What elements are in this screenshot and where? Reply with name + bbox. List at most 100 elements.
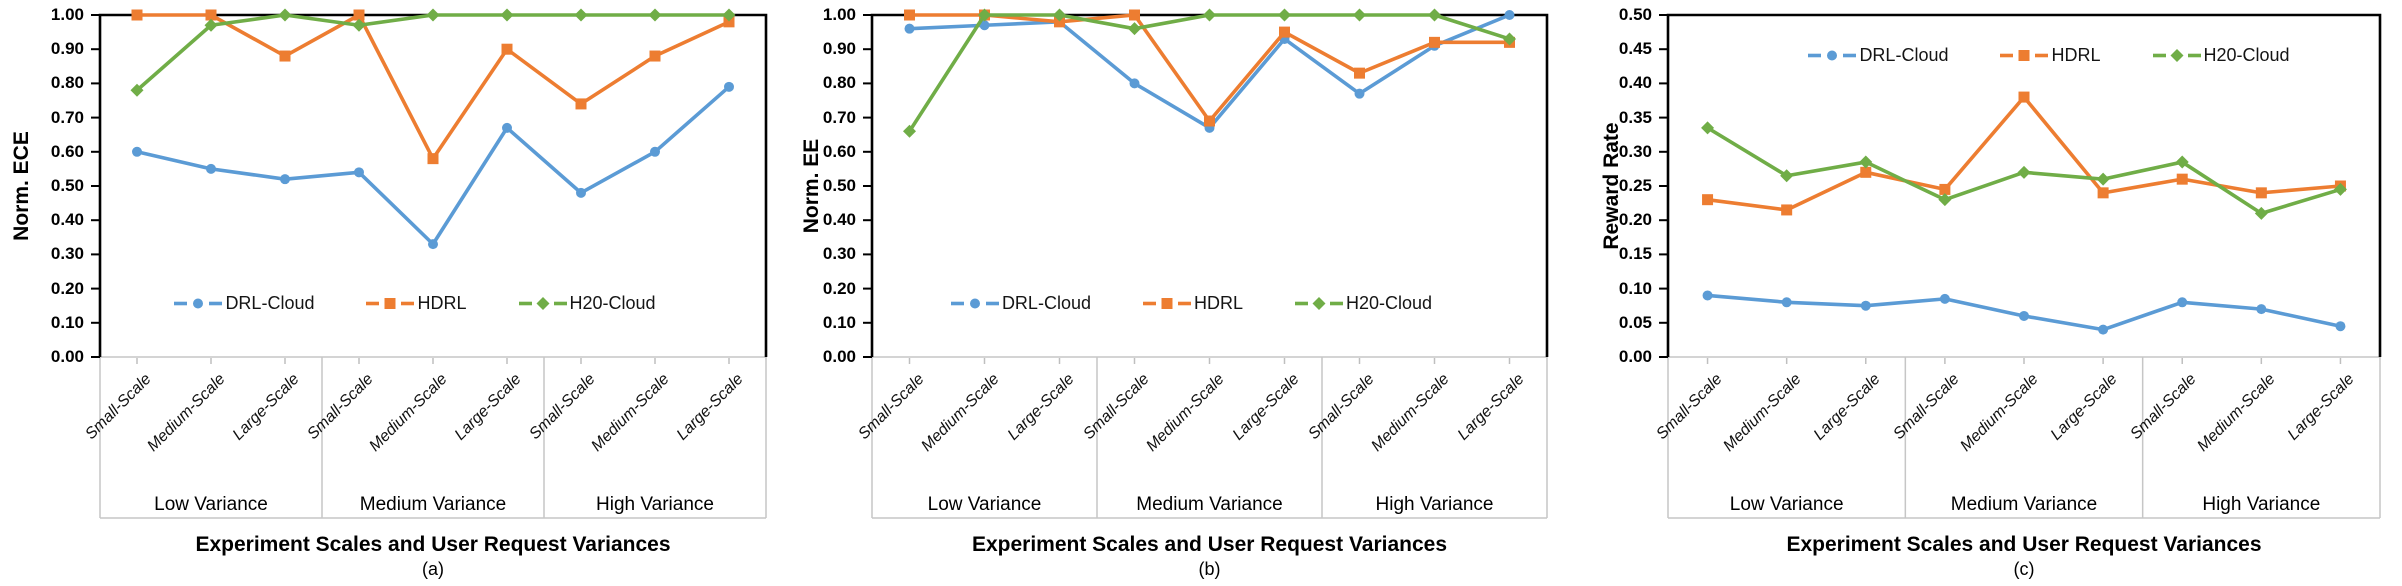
marker-H20-Cloud (278, 8, 292, 22)
plot-area-a (91, 8, 768, 519)
marker-DRL-Cloud (1939, 293, 1950, 304)
marker-HDRL (2255, 187, 2267, 199)
series-line-DRL-Cloud (907, 13, 1512, 130)
marker-H20-Cloud (2333, 182, 2347, 196)
legend-item-H20-Cloud: H20-Cloud (1295, 293, 1432, 314)
marker-HDRL (1702, 194, 1714, 206)
y-axis-title: Norm. EE (800, 138, 823, 234)
marker-H20-Cloud (574, 8, 588, 22)
variance-group-label: Low Variance (154, 494, 268, 515)
marker-DRL-Cloud (904, 23, 915, 34)
legend-label-H20-Cloud: H20-Cloud (1346, 293, 1433, 313)
y-tick-label: 0.20 (1618, 210, 1652, 230)
marker-H20-Cloud (1701, 121, 1715, 135)
marker-HDRL (1054, 16, 1065, 28)
marker-DRL-Cloud (2335, 321, 2346, 332)
marker-HDRL (427, 153, 439, 165)
y-tick-label: 0.30 (822, 244, 856, 264)
legend-label-H20-Cloud: H20-Cloud (2203, 45, 2290, 65)
y-tick-label: 0.10 (1618, 278, 1652, 298)
marker-H20-Cloud (2175, 155, 2189, 169)
marker-H20-Cloud (978, 8, 991, 22)
y-tick-label: 0.30 (1618, 141, 1652, 161)
variance-group-label: Medium Variance (359, 494, 507, 515)
marker-DRL-Cloud (2177, 297, 2188, 308)
legend-label-DRL-Cloud: DRL-Cloud (225, 293, 315, 313)
marker-DRL-Cloud (576, 187, 586, 198)
marker-H20-Cloud (1053, 8, 1066, 22)
variance-group-label: High Variance (596, 494, 714, 515)
marker-H20-Cloud (1503, 32, 1516, 46)
marker-H20-Cloud (2017, 165, 2031, 179)
legend-marker-HDRL-icon (1142, 298, 1191, 309)
variance-group-label: High Variance (1375, 494, 1494, 515)
legend-marker-DRL-Cloud (193, 298, 204, 309)
legend-item-H20-Cloud: H20-Cloud (518, 293, 656, 314)
marker-HDRL (2018, 91, 2030, 103)
y-tick-label: 1.00 (50, 5, 84, 24)
marker-DRL-Cloud (1129, 78, 1140, 89)
y-tick-label: 0.50 (50, 176, 84, 195)
legend-marker-H20-Cloud (1312, 297, 1326, 310)
marker-HDRL (131, 9, 143, 21)
series-line-H20-Cloud (135, 13, 731, 93)
y-tick-label: 0.20 (50, 278, 84, 298)
marker-H20-Cloud (204, 18, 218, 32)
marker-DRL-Cloud (428, 239, 438, 250)
legend-label-HDRL: HDRL (1193, 293, 1243, 313)
legend-marker-H20-Cloud-icon (1295, 297, 1343, 310)
y-tick-label: 0.00 (1618, 347, 1652, 366)
legend-marker-DRL-Cloud (1827, 50, 1838, 61)
legend-item-DRL-Cloud: DRL-Cloud (1808, 45, 1948, 66)
y-tick-label: 0.60 (822, 141, 856, 161)
legend-marker-HDRL (1161, 298, 1173, 309)
marker-H20-Cloud (1859, 155, 1873, 169)
marker-DRL-Cloud (1860, 300, 1871, 311)
y-axis-title: Norm. ECE (10, 131, 33, 241)
y-tick-label: 0.50 (1618, 5, 1652, 24)
marker-HDRL (205, 9, 217, 21)
marker-H20-Cloud (2254, 206, 2268, 220)
legend-label-DRL-Cloud: DRL-Cloud (1001, 293, 1091, 313)
x-axis-title: Experiment Scales and User Request Varia… (195, 533, 671, 556)
y-tick-label: 0.90 (50, 39, 84, 59)
marker-DRL-Cloud (1781, 297, 1792, 308)
marker-HDRL (353, 9, 365, 21)
marker-HDRL (1354, 67, 1365, 79)
panel-letter: (a) (422, 559, 444, 579)
marker-HDRL (1204, 115, 1215, 127)
legend-item-H20-Cloud: H20-Cloud (2152, 45, 2290, 66)
legend-marker-DRL-Cloud-icon (950, 298, 999, 309)
marker-DRL-Cloud (502, 122, 512, 133)
chart-panel-a: 0.00 0.10 0.20 0.30 0.40 0.50 0.60 0.70 0.80 0.90… (0, 0, 800, 586)
legend-marker-H20-Cloud (536, 297, 549, 310)
series-line-HDRL (135, 13, 731, 161)
marker-H20-Cloud (1428, 8, 1441, 22)
legend-item-DRL-Cloud: DRL-Cloud (174, 293, 314, 314)
legend-marker-H20-Cloud-icon (518, 297, 567, 310)
marker-DRL-Cloud (650, 146, 660, 157)
legend-marker-DRL-Cloud-icon (174, 298, 223, 309)
legend-item-HDRL: HDRL (2000, 45, 2101, 66)
marker-HDRL (1860, 166, 1872, 178)
marker-H20-Cloud (130, 83, 144, 97)
chart-panel-b: 0.00 0.10 0.20 0.30 0.40 0.50 0.60 0.70 0.80 0.90… (800, 0, 1600, 586)
legend-item-HDRL: HDRL (1142, 293, 1243, 314)
legend-marker-H20-Cloud-icon (2152, 49, 2201, 62)
marker-HDRL (575, 98, 587, 110)
y-tick-label: 0.10 (822, 312, 856, 332)
marker-HDRL (2176, 173, 2188, 185)
marker-DRL-Cloud (132, 146, 142, 157)
marker-H20-Cloud (1938, 193, 1952, 207)
variance-group-label: Medium Variance (1950, 494, 2098, 515)
panel-letter: (c) (2013, 559, 2035, 579)
legend-c: DRL-Cloud HDRL H20-Cloud (1693, 45, 2402, 66)
marker-DRL-Cloud (2019, 310, 2029, 321)
y-tick-label: 0.60 (50, 141, 84, 161)
legend-marker-HDRL-icon (2000, 50, 2049, 61)
variance-group-label: Low Variance (1729, 494, 1844, 515)
y-tick-label: 0.05 (1618, 312, 1652, 332)
marker-H20-Cloud (1353, 8, 1366, 22)
series-line-H20-Cloud (907, 13, 1512, 134)
legend-marker-DRL-Cloud (969, 298, 980, 309)
